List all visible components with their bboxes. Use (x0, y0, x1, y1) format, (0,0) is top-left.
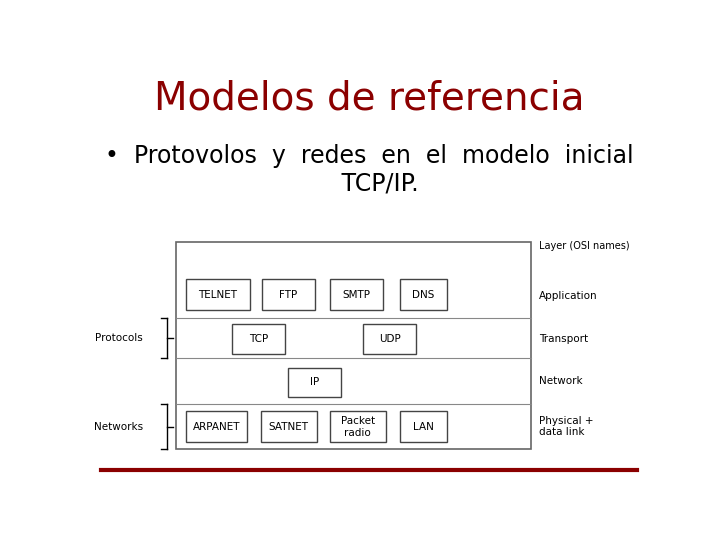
Text: •  Protovolos  y  redes  en  el  modelo  inicial: • Protovolos y redes en el modelo inicia… (104, 144, 634, 168)
Text: Physical +
data link: Physical + data link (539, 416, 594, 437)
Text: SATNET: SATNET (269, 422, 309, 432)
Text: Protocols: Protocols (95, 333, 143, 343)
Text: Networks: Networks (94, 422, 143, 431)
Text: FTP: FTP (279, 289, 297, 300)
Text: DNS: DNS (413, 289, 435, 300)
Bar (330, 411, 386, 442)
Text: SMTP: SMTP (343, 289, 371, 300)
Text: UDP: UDP (379, 334, 401, 344)
Bar (400, 279, 447, 310)
Text: IP: IP (310, 377, 319, 388)
Bar (176, 241, 531, 449)
Bar (364, 324, 416, 354)
Bar (400, 411, 447, 442)
Bar (233, 324, 285, 354)
Bar (186, 411, 248, 442)
Text: Network: Network (539, 376, 582, 386)
Bar (261, 411, 317, 442)
Text: TELNET: TELNET (199, 289, 238, 300)
Text: LAN: LAN (413, 422, 434, 432)
Bar (262, 279, 315, 310)
Text: Application: Application (539, 291, 598, 301)
Text: ARPANET: ARPANET (193, 422, 240, 432)
Text: TCP: TCP (249, 334, 269, 344)
Bar (330, 279, 383, 310)
Text: Layer (OSI names): Layer (OSI names) (539, 241, 630, 251)
Text: Transport: Transport (539, 334, 588, 344)
Bar (186, 279, 250, 310)
Text: Modelos de referencia: Modelos de referencia (154, 79, 584, 117)
Text: Packet
radio: Packet radio (341, 416, 375, 437)
Text: TCP/IP.: TCP/IP. (319, 171, 419, 195)
Bar (288, 368, 341, 397)
